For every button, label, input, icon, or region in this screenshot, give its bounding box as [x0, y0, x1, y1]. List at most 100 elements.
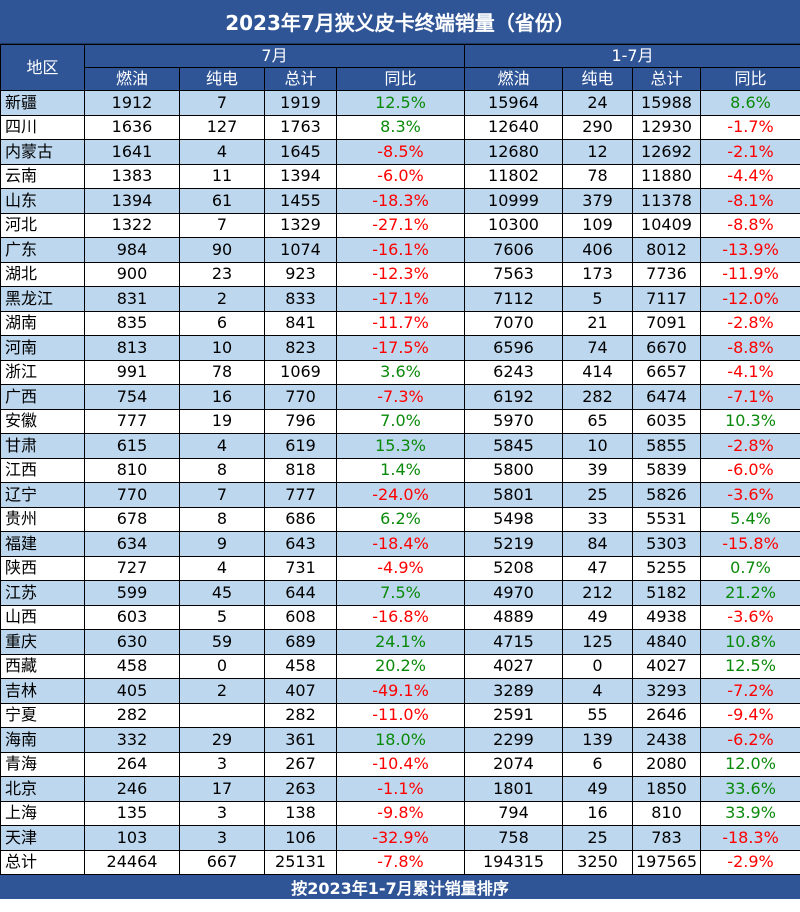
- yoy-cell: -6.0%: [336, 163, 465, 189]
- yoy-cell: 12.5%: [699, 653, 800, 679]
- yoy-cell: 10.8%: [699, 629, 800, 655]
- value-cell: 3289: [464, 678, 563, 704]
- yoy-cell: 12.0%: [699, 751, 800, 777]
- value-cell: 3: [179, 825, 265, 851]
- yoy-cell: 7.0%: [336, 408, 465, 434]
- value-cell: 21: [562, 310, 633, 336]
- yoy-cell: -7.3%: [336, 384, 465, 410]
- yoy-cell: -2.8%: [699, 310, 800, 336]
- table-row: 青海 264 3 267 -10.4% 2074 6 2080 12.0%: [0, 751, 800, 777]
- yoy-cell: -1.1%: [336, 776, 465, 802]
- yoy-cell: -6.0%: [699, 457, 800, 483]
- value-cell: 8: [179, 457, 265, 483]
- table-row: 山东 1394 61 1455 -18.3% 10999 379 11378 -8.1%: [0, 188, 800, 214]
- value-cell: 608: [264, 604, 337, 630]
- yoy-cell: 6.2%: [336, 506, 465, 532]
- value-cell: 282: [562, 384, 633, 410]
- value-cell: 405: [84, 678, 180, 704]
- value-cell: 16: [562, 800, 633, 826]
- value-cell: 2591: [464, 702, 563, 728]
- yoy-cell: 8.3%: [336, 114, 465, 140]
- region-cell: 湖北: [0, 261, 85, 287]
- region-cell: 云南: [0, 163, 85, 189]
- value-cell: 379: [562, 188, 633, 214]
- yoy-cell: 0.7%: [699, 555, 800, 581]
- value-cell: 458: [84, 653, 180, 679]
- yoy-cell: -6.2%: [699, 727, 800, 753]
- value-cell: 282: [84, 702, 180, 728]
- value-cell: 1763: [264, 114, 337, 140]
- value-cell: 3: [179, 800, 265, 826]
- value-cell: 831: [84, 286, 180, 312]
- table-row: 北京 246 17 263 -1.1% 1801 49 1850 33.6%: [0, 776, 800, 802]
- value-cell: 7: [179, 90, 265, 116]
- table-row: 云南 1383 11 1394 -6.0% 11802 78 11880 -4.4%: [0, 163, 800, 189]
- value-cell: 8012: [632, 237, 701, 263]
- table-row: 黑龙江 831 2 833 -17.1% 7112 5 7117 -12.0%: [0, 286, 800, 312]
- yoy-cell: -18.3%: [336, 188, 465, 214]
- region-cell: 重庆: [0, 629, 85, 655]
- value-cell: 12680: [464, 139, 563, 165]
- value-cell: 1636: [84, 114, 180, 140]
- col-header: 总计: [264, 67, 337, 91]
- value-cell: 7606: [464, 237, 563, 263]
- value-cell: 4: [562, 678, 633, 704]
- value-cell: 984: [84, 237, 180, 263]
- value-cell: 770: [84, 482, 180, 508]
- yoy-cell: -11.9%: [699, 261, 800, 287]
- value-cell: 194315: [464, 849, 563, 875]
- value-cell: 5800: [464, 457, 563, 483]
- value-cell: 3250: [562, 849, 633, 875]
- value-cell: 1383: [84, 163, 180, 189]
- table-row: 河南 813 10 823 -17.5% 6596 74 6670 -8.8%: [0, 335, 800, 361]
- col-header: 纯电: [562, 67, 633, 91]
- value-cell: 770: [264, 384, 337, 410]
- value-cell: 4715: [464, 629, 563, 655]
- yoy-cell: -24.0%: [336, 482, 465, 508]
- region-cell: 湖南: [0, 310, 85, 336]
- value-cell: 33: [562, 506, 633, 532]
- value-cell: 24464: [84, 849, 180, 875]
- value-cell: 678: [84, 506, 180, 532]
- region-cell: 辽宁: [0, 482, 85, 508]
- yoy-cell: -3.6%: [699, 482, 800, 508]
- value-cell: 106: [264, 825, 337, 851]
- value-cell: 5839: [632, 457, 701, 483]
- value-cell: 25: [562, 482, 633, 508]
- value-cell: 841: [264, 310, 337, 336]
- value-cell: 45: [179, 580, 265, 606]
- yoy-cell: 7.5%: [336, 580, 465, 606]
- yoy-cell: 20.2%: [336, 653, 465, 679]
- region-cell: 河北: [0, 212, 85, 238]
- yoy-cell: -9.4%: [699, 702, 800, 728]
- table-title: 2023年7月狭义皮卡终端销量（省份）: [0, 0, 800, 44]
- value-cell: 644: [264, 580, 337, 606]
- value-cell: 7117: [632, 286, 701, 312]
- value-cell: 4: [179, 433, 265, 459]
- yoy-cell: -4.4%: [699, 163, 800, 189]
- value-cell: 361: [264, 727, 337, 753]
- value-cell: 1801: [464, 776, 563, 802]
- value-cell: 4938: [632, 604, 701, 630]
- value-cell: 263: [264, 776, 337, 802]
- value-cell: 5255: [632, 555, 701, 581]
- yoy-cell: -1.7%: [699, 114, 800, 140]
- value-cell: 603: [84, 604, 180, 630]
- value-cell: 2438: [632, 727, 701, 753]
- table-row: 广东 984 90 1074 -16.1% 7606 406 8012 -13.9%: [0, 237, 800, 263]
- yoy-cell: -13.9%: [699, 237, 800, 263]
- value-cell: 2299: [464, 727, 563, 753]
- yoy-cell: -8.8%: [699, 212, 800, 238]
- yoy-cell: -12.0%: [699, 286, 800, 312]
- value-cell: 777: [264, 482, 337, 508]
- yoy-cell: -16.8%: [336, 604, 465, 630]
- value-cell: 138: [264, 800, 337, 826]
- value-cell: 5182: [632, 580, 701, 606]
- value-cell: 16: [179, 384, 265, 410]
- value-cell: 173: [562, 261, 633, 287]
- yoy-cell: -18.3%: [699, 825, 800, 851]
- yoy-cell: 8.6%: [699, 90, 800, 116]
- value-cell: 758: [464, 825, 563, 851]
- table-row: 重庆 630 59 689 24.1% 4715 125 4840 10.8%: [0, 629, 800, 655]
- july-group-header: 7月: [84, 44, 465, 68]
